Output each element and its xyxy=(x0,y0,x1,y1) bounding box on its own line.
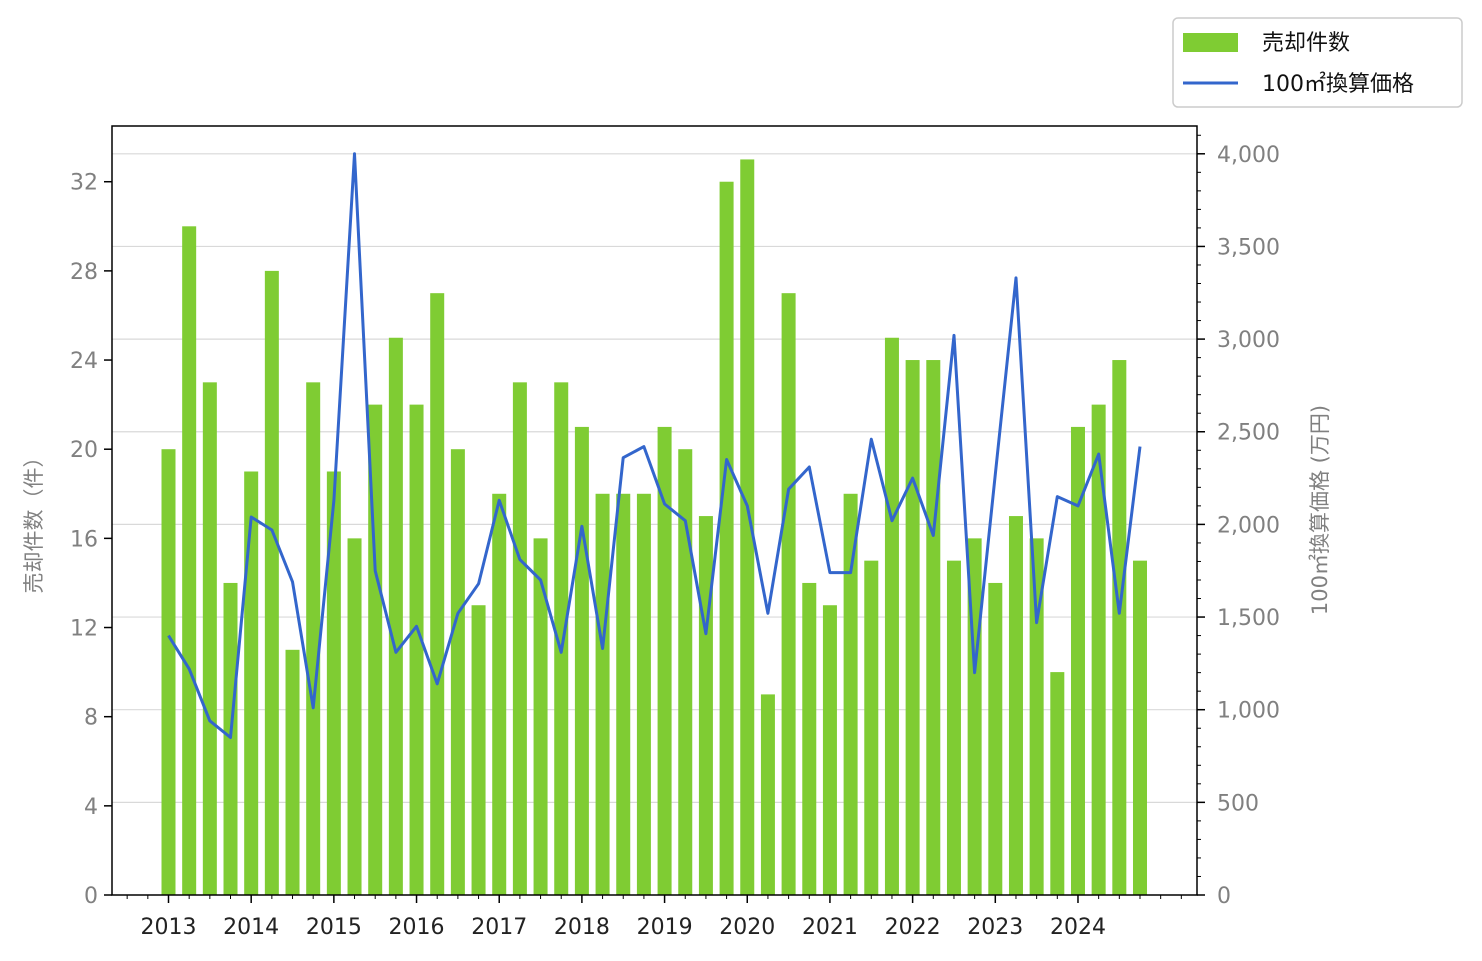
bar xyxy=(285,649,300,895)
bar xyxy=(595,493,610,895)
y-right-tick-label: 0 xyxy=(1217,884,1231,909)
y-right-tick-label: 2,500 xyxy=(1217,421,1280,446)
x-tick-label: 2021 xyxy=(802,915,858,940)
plot-frame xyxy=(111,125,1198,896)
bar xyxy=(884,337,899,895)
bar xyxy=(843,493,858,895)
y-axis-left: 0 4 8 12 16 20 24 28 32 xyxy=(70,171,112,909)
bar xyxy=(574,426,589,895)
x-tick-label: 2020 xyxy=(719,915,775,940)
bar xyxy=(802,582,817,895)
bar xyxy=(182,226,197,896)
legend-frame xyxy=(1172,17,1463,108)
y-right-tick-label: 1,500 xyxy=(1217,606,1280,631)
bar xyxy=(1008,516,1023,895)
bar xyxy=(988,582,1003,895)
bar xyxy=(1132,560,1147,895)
bar xyxy=(678,449,693,895)
bar xyxy=(264,270,279,896)
y-right-tick-label: 1,000 xyxy=(1217,699,1280,724)
bar xyxy=(719,181,734,896)
y-left-tick-label: 24 xyxy=(70,349,98,374)
x-tick-label: 2013 xyxy=(141,915,197,940)
bar xyxy=(409,404,424,895)
y-left-tick-label: 0 xyxy=(84,884,98,909)
bar xyxy=(471,605,486,895)
x-tick-label: 2015 xyxy=(306,915,362,940)
bar xyxy=(1070,426,1085,895)
bar xyxy=(698,516,713,895)
bar xyxy=(636,493,651,895)
y-axis-left-title: 売却件数（件） xyxy=(22,447,46,594)
bar xyxy=(657,426,672,895)
y-right-tick-label: 2,000 xyxy=(1217,513,1280,538)
bar xyxy=(1112,360,1127,896)
y-left-tick-label: 12 xyxy=(70,617,98,642)
bar xyxy=(347,538,362,895)
bar xyxy=(533,538,548,895)
x-tick-label: 2023 xyxy=(967,915,1023,940)
x-tick-label: 2018 xyxy=(554,915,610,940)
bar xyxy=(244,471,259,895)
line-series xyxy=(167,152,1142,739)
bar xyxy=(306,382,321,895)
bar xyxy=(1050,672,1065,895)
bar xyxy=(1091,404,1106,895)
legend: 売却件数 100㎡換算価格 xyxy=(1172,17,1463,108)
bar xyxy=(616,493,631,895)
price-line xyxy=(167,152,1142,739)
bar xyxy=(450,449,465,895)
bar xyxy=(822,605,837,895)
bar xyxy=(326,471,341,895)
y-right-tick-label: 3,000 xyxy=(1217,328,1280,353)
bar xyxy=(492,493,507,895)
bar xyxy=(905,360,920,896)
bar xyxy=(1029,538,1044,895)
bar xyxy=(740,159,755,895)
y-left-tick-label: 28 xyxy=(70,260,98,285)
y-right-tick-label: 3,500 xyxy=(1217,235,1280,260)
y-left-tick-label: 8 xyxy=(84,706,98,731)
bar xyxy=(760,694,775,895)
x-axis: 2013 2014 2015 2016 2017 2018 2019 2020 2021 2022… xyxy=(126,895,1182,940)
x-tick-label: 2024 xyxy=(1050,915,1106,940)
x-tick-label: 2017 xyxy=(471,915,527,940)
bar xyxy=(864,560,879,895)
x-tick-label: 2016 xyxy=(389,915,445,940)
y-right-tick-label: 4,000 xyxy=(1217,143,1280,168)
bar xyxy=(388,337,403,895)
bar xyxy=(512,382,527,895)
y-axis-right: 0 500 1,000 1,500 2,000 2,500 3,000 3,500 4,000 xyxy=(1197,134,1280,909)
legend-bar-label: 売却件数 xyxy=(1262,31,1350,56)
bar xyxy=(202,382,217,895)
bar xyxy=(926,360,941,896)
bar xyxy=(554,382,569,895)
bar xyxy=(946,560,961,895)
y-axis-right-title: 100㎡換算価格 (万円) xyxy=(1308,405,1332,615)
y-left-tick-label: 20 xyxy=(70,438,98,463)
y-left-tick-label: 16 xyxy=(70,527,98,552)
legend-line-label: 100㎡換算価格 xyxy=(1262,71,1414,97)
x-tick-label: 2022 xyxy=(885,915,941,940)
legend-bar-swatch xyxy=(1183,33,1238,52)
y-right-tick-label: 500 xyxy=(1217,791,1259,816)
bar xyxy=(430,293,445,895)
y-left-tick-label: 4 xyxy=(84,795,98,820)
x-tick-label: 2019 xyxy=(637,915,693,940)
y-left-tick-label: 32 xyxy=(70,171,98,196)
bar xyxy=(781,293,796,895)
x-tick-label: 2014 xyxy=(223,915,279,940)
bar-series xyxy=(161,159,1147,896)
bar xyxy=(161,449,176,895)
